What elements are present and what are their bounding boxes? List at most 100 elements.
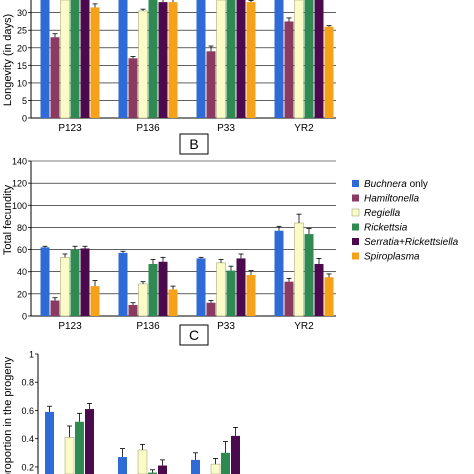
- bar-b-1-3: [284, 281, 294, 316]
- bar-c-4-2: [231, 435, 240, 474]
- panel-c-plot: 0.2 0.4 0.6 0.8 1: [21, 350, 240, 474]
- bar-a-0-0: [40, 0, 50, 118]
- bar-b-2-3: [294, 222, 304, 317]
- bar-a-1-3: [284, 21, 294, 119]
- legend-label: Spiroplasma: [364, 252, 420, 263]
- bar-b-4-3: [314, 263, 324, 316]
- bar-b-1-2: [206, 302, 216, 316]
- bar-a-4-1: [158, 2, 168, 119]
- bar-c-0-1: [118, 457, 127, 474]
- bar-a-2-3: [294, 0, 304, 119]
- panel-b-ylabel: Total fecundity: [2, 184, 14, 255]
- panel-c-letter: C: [189, 327, 199, 343]
- bar-a-5-0: [90, 7, 100, 118]
- bar-b-1-0: [50, 300, 60, 316]
- legend-label: Regiella: [364, 208, 401, 219]
- bar-a-2-2: [216, 0, 226, 119]
- legend-label: Serratia+Rickettsiella: [364, 237, 459, 248]
- bar-a-4-3: [314, 0, 324, 118]
- panel-b-ytick-label: 40: [17, 267, 27, 277]
- category-label-a: YR2: [294, 123, 314, 134]
- legend-swatch: [352, 252, 359, 260]
- panel-b-ytick-label: 60: [17, 245, 27, 255]
- panel-b-letter-box: B: [179, 133, 209, 155]
- bar-b-1-1: [128, 304, 138, 316]
- category-label-b: P136: [136, 321, 160, 332]
- bar-c-4-0: [85, 409, 94, 474]
- bar-b-3-1: [148, 263, 158, 316]
- bar-a-2-1: [138, 10, 148, 119]
- bar-b-4-1: [158, 261, 168, 316]
- panel-c-ytick-label: 0.6: [21, 406, 34, 416]
- bar-a-4-2: [236, 0, 246, 118]
- legend-label: Rickettsia: [364, 223, 408, 234]
- bar-b-2-2: [216, 262, 226, 317]
- category-label-a: P123: [58, 123, 82, 134]
- bar-c-2-1: [137, 449, 148, 474]
- bar-b-0-1: [118, 252, 128, 316]
- bar-c-3-0: [75, 421, 84, 474]
- legend-swatch: [352, 194, 359, 202]
- panel-a-ylabel: Longevity (in days): [2, 14, 14, 106]
- bar-b-3-0: [70, 249, 80, 316]
- bar-b-5-3: [324, 277, 334, 316]
- panel-a-ytick-label: 10: [17, 78, 27, 88]
- panel-b-letter: B: [189, 136, 198, 152]
- panel-b-ytick-label: 20: [17, 289, 27, 299]
- bar-a-3-3: [304, 0, 314, 118]
- panel-a-plot: 0 5 10 15 20 25 30 P123 P136 P33 YR2: [17, 0, 336, 134]
- bar-c-0-2: [191, 459, 200, 474]
- bar-b-5-0: [90, 286, 100, 316]
- panel-b-ytick-label: 80: [17, 223, 27, 233]
- bar-b-0-0: [40, 247, 50, 316]
- panel-a-ytick-label: 0: [22, 114, 27, 124]
- bar-c-0-0: [45, 411, 54, 474]
- panel-a-ytick-label: 15: [17, 61, 27, 71]
- panel-a-ytick-label: 25: [17, 26, 27, 36]
- bar-a-5-3: [324, 26, 334, 118]
- bar-a-5-2: [246, 2, 256, 119]
- category-label-a: P136: [136, 123, 160, 134]
- bar-b-5-2: [246, 275, 256, 316]
- panel-a-ytick-label: 20: [17, 43, 27, 53]
- bar-a-0-1: [118, 0, 128, 118]
- legend-swatch: [351, 208, 360, 217]
- bar-a-5-1: [168, 2, 178, 119]
- panel-a-ytick-label: 5: [22, 96, 27, 106]
- bar-b-2-0: [60, 257, 70, 317]
- panel-c-ytick-label: 1: [29, 350, 34, 360]
- category-label-b: P33: [217, 321, 235, 332]
- bar-c-2-2: [210, 463, 221, 474]
- bar-b-3-3: [304, 234, 314, 316]
- panel-b-ytick-label: 0: [22, 312, 27, 322]
- bar-b-2-1: [138, 283, 148, 317]
- panel-b-ytick-label: 100: [12, 201, 27, 211]
- bar-b-0-2: [196, 258, 206, 316]
- panel-b-plot: 0 20 40 60 80 100 120 140 P123 P136 P33 YR2: [12, 157, 336, 332]
- panel-c-letter-box: C: [179, 324, 209, 346]
- bar-b-0-3: [274, 230, 284, 316]
- panel-c-ytick-label: 0.2: [21, 462, 34, 472]
- bar-a-1-0: [50, 37, 60, 118]
- panel-b-ytick-label: 120: [12, 179, 27, 189]
- bar-a-3-2: [226, 0, 236, 118]
- panel-b-ytick-label: 140: [12, 157, 27, 167]
- bar-a-0-3: [274, 0, 284, 118]
- category-label-b: YR2: [294, 321, 314, 332]
- bar-c-4-1: [158, 465, 167, 474]
- category-label-a: P33: [217, 123, 235, 134]
- panel-c-ylabel: proportion in the progeny: [2, 356, 14, 474]
- legend-swatch: [352, 238, 359, 245]
- legend-label: Buchnera only: [364, 179, 428, 190]
- bar-a-3-1: [148, 0, 158, 118]
- bar-a-3-0: [70, 0, 80, 118]
- bar-b-4-0: [80, 248, 90, 316]
- bar-a-1-2: [206, 51, 216, 118]
- bar-a-0-2: [196, 0, 206, 118]
- bar-c-2-0: [64, 437, 75, 474]
- category-label-b: P123: [58, 321, 82, 332]
- legend-swatch: [352, 223, 359, 231]
- panel-c-ytick-label: 0.4: [21, 434, 34, 444]
- panel-a-ytick-label: 30: [17, 8, 27, 18]
